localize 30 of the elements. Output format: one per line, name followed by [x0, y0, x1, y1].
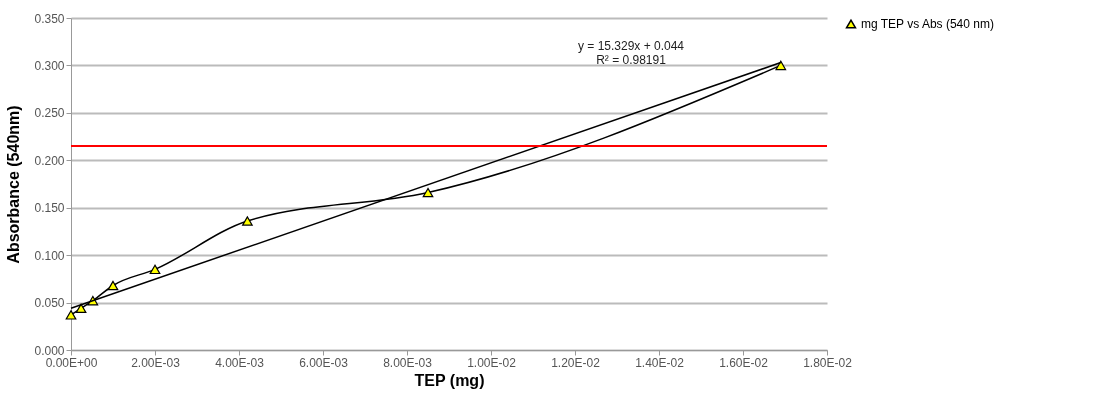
x-tick-label: 2.00E-03: [131, 355, 181, 370]
legend-label: mg TEP vs Abs (540 nm): [861, 17, 994, 31]
x-tick-label: 8.00E-03: [383, 355, 433, 370]
point: [75, 303, 87, 313]
x-tick-label: 1.40E-02: [635, 355, 685, 370]
point: [422, 187, 434, 198]
y-tick-label: 0.350: [34, 11, 65, 26]
y-axis-title: Absorbance (540nm): [5, 105, 23, 264]
x-axis-title: TEP (mg): [414, 371, 485, 389]
point: [65, 310, 77, 320]
y-tick-label: 0.000: [34, 343, 65, 358]
x-tick-label: 1.80E-02: [803, 355, 853, 370]
x-tick-label: 0.00E+00: [45, 355, 98, 370]
y-tick-label: 0.300: [34, 58, 65, 73]
y-tick-label: 0.150: [34, 201, 65, 216]
x-tick-label: 1.00E-02: [467, 355, 517, 370]
point: [107, 280, 119, 291]
y-tick-label: 0.050: [34, 296, 65, 311]
point: [149, 264, 161, 275]
x-tick-label: 6.00E-03: [299, 355, 349, 370]
point: [775, 60, 787, 71]
annotation: R² = 0.98191: [596, 53, 667, 67]
x-tick-label: 4.00E-03: [215, 355, 265, 370]
x-tick-label: 1.60E-02: [719, 355, 769, 370]
y-tick-label: 0.250: [34, 106, 65, 121]
y-tick-label: 0.100: [34, 248, 65, 263]
x-tick-label: 1.20E-02: [551, 355, 601, 370]
point: [242, 216, 253, 226]
y-tick-label: 0.200: [34, 153, 65, 168]
annotation: y = 15.329x + 0.044: [577, 39, 685, 53]
